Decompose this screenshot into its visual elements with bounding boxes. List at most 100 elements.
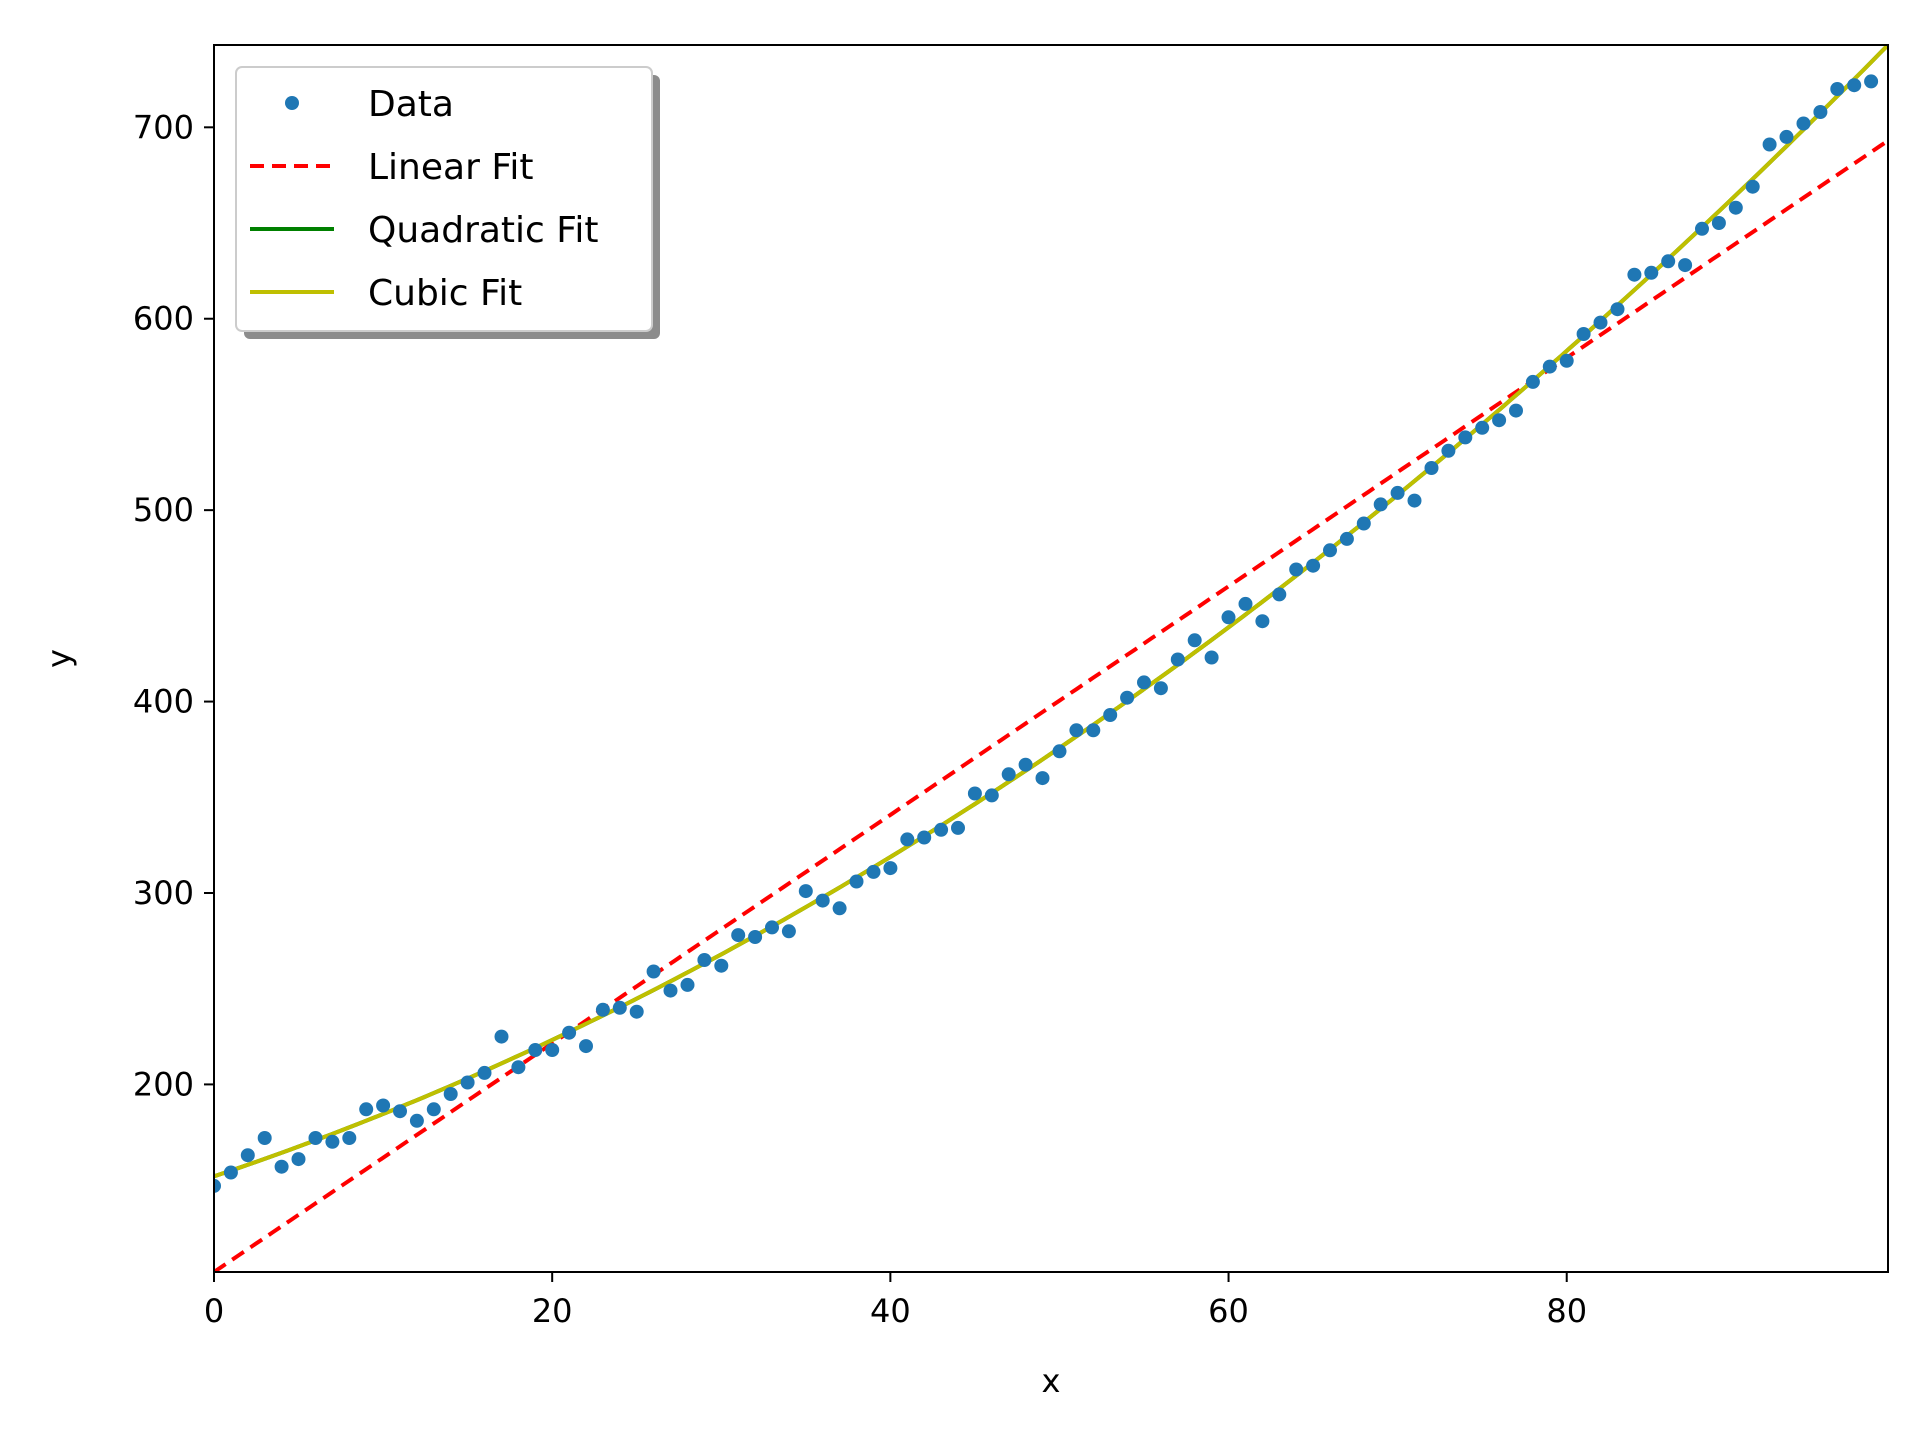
data-point — [291, 1152, 306, 1167]
x-axis-ticks: 0 20 40 60 80 — [204, 1272, 1587, 1330]
data-point — [714, 958, 729, 973]
data-point — [1728, 200, 1743, 215]
cubic-fit-line — [214, 45, 1888, 1179]
data-point — [595, 1002, 610, 1017]
data-point — [1103, 708, 1118, 722]
data-point — [1441, 443, 1456, 458]
data-point — [1661, 254, 1676, 269]
data-point — [376, 1098, 391, 1113]
data-point — [1272, 587, 1287, 602]
data-point — [1864, 74, 1879, 89]
data-point — [511, 1060, 526, 1075]
data-point — [1576, 327, 1591, 341]
data-point — [342, 1131, 357, 1145]
y-tick-label: 300 — [133, 874, 194, 912]
data-point — [883, 861, 898, 876]
data-point — [765, 920, 779, 935]
linear-fit-line — [214, 139, 1888, 1272]
y-axis-label: y — [40, 649, 78, 668]
data-point — [1187, 633, 1202, 648]
x-tick-label: 80 — [1546, 1292, 1587, 1330]
data-point — [443, 1087, 458, 1101]
data-point — [1018, 757, 1033, 772]
data-point — [1593, 315, 1608, 330]
data-point — [917, 830, 932, 845]
x-axis-label: x — [1042, 1362, 1061, 1400]
data-point — [545, 1043, 560, 1057]
data-point — [1035, 771, 1050, 786]
data-point — [1610, 302, 1625, 317]
data-point — [308, 1131, 323, 1145]
data-point — [680, 977, 695, 992]
data-point — [612, 1000, 627, 1015]
data-point — [1373, 497, 1388, 512]
data-points — [214, 74, 1879, 1193]
data-point — [1779, 129, 1794, 144]
data-point — [1306, 558, 1321, 573]
y-axis-ticks: 200 300 400 500 600 700 — [133, 108, 214, 1103]
y-tick-label: 200 — [133, 1065, 194, 1103]
x-tick-label: 40 — [870, 1292, 911, 1330]
data-point — [798, 884, 813, 899]
data-point — [477, 1065, 492, 1080]
data-point — [1390, 485, 1405, 500]
data-point — [1086, 723, 1101, 738]
data-point — [748, 930, 763, 944]
legend-cubic-fit-label: Cubic Fit — [368, 273, 522, 314]
data-point — [274, 1159, 289, 1174]
data-point — [409, 1113, 424, 1128]
data-point — [984, 788, 999, 803]
data-point — [1238, 596, 1253, 611]
data-point — [731, 928, 746, 943]
y-tick-label: 500 — [133, 491, 194, 529]
data-point — [1492, 413, 1507, 428]
data-point — [1678, 258, 1693, 273]
data-point — [325, 1134, 340, 1149]
data-point — [1509, 403, 1523, 418]
data-point — [849, 874, 864, 889]
data-point — [781, 924, 796, 939]
data-point — [1796, 116, 1811, 131]
data-point — [393, 1104, 407, 1119]
y-tick-label: 400 — [133, 683, 194, 721]
legend-box — [235, 66, 653, 332]
data-point — [528, 1043, 543, 1057]
data-point — [1001, 767, 1016, 782]
data-point — [1542, 359, 1557, 374]
data-point — [663, 983, 678, 998]
data-point — [815, 893, 830, 908]
data-point — [1137, 675, 1151, 690]
legend-data-marker — [285, 96, 299, 110]
data-point — [866, 864, 881, 879]
data-point — [1356, 516, 1371, 531]
data-point — [1475, 420, 1490, 435]
data-point — [629, 1004, 644, 1019]
data-point — [1559, 353, 1574, 368]
fit-lines — [214, 45, 1888, 1272]
legend-data-label: Data — [368, 84, 454, 125]
data-point — [257, 1131, 272, 1145]
data-point — [1525, 374, 1540, 389]
data-point — [1627, 267, 1642, 282]
y-tick-label: 600 — [133, 300, 194, 338]
data-point — [832, 901, 847, 916]
data-point — [1813, 105, 1828, 119]
data-point — [223, 1165, 238, 1180]
data-point — [1170, 652, 1185, 667]
data-point — [1762, 137, 1777, 152]
data-point — [1120, 690, 1135, 705]
data-point — [951, 820, 965, 835]
legend-quadratic-fit-label: Quadratic Fit — [368, 210, 598, 251]
data-point — [1407, 493, 1422, 508]
data-point — [1052, 744, 1067, 759]
data-point — [1695, 221, 1709, 236]
data-point — [1847, 78, 1862, 93]
data-point — [1069, 723, 1084, 738]
data-point — [1424, 461, 1439, 475]
data-point — [1221, 610, 1236, 625]
legend-linear-fit-label: Linear Fit — [368, 147, 534, 188]
data-point — [900, 832, 915, 847]
data-point — [562, 1025, 577, 1040]
data-point — [1339, 531, 1354, 546]
